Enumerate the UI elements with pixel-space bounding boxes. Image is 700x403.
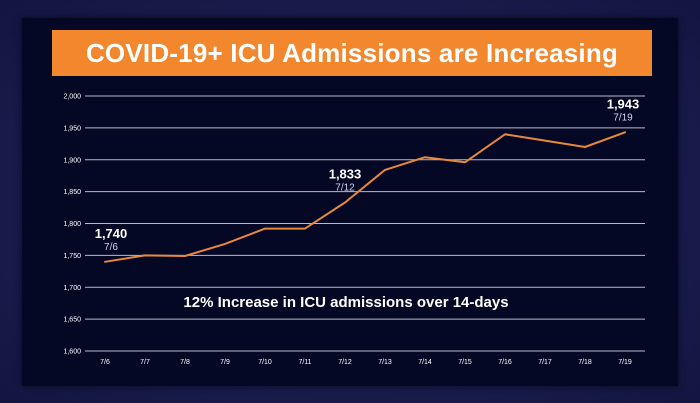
y-tick-label: 2,000: [63, 94, 81, 101]
y-tick-label: 1,700: [63, 285, 81, 292]
data-label-value: 1,740: [95, 226, 128, 241]
data-label-value: 1,833: [329, 166, 362, 181]
y-tick-label: 1,900: [63, 157, 81, 164]
x-tick-label: 7/11: [298, 359, 311, 366]
x-tick-label: 7/10: [258, 359, 272, 366]
series-line-layer: [104, 131, 626, 263]
data-label-value: 1,943: [607, 96, 640, 111]
x-tick-label: 7/18: [578, 359, 592, 366]
chart-title: COVID-19+ ICU Admissions are Increasing: [85, 37, 619, 68]
y-tick-label: 1,850: [63, 189, 81, 196]
x-tick-label: 7/7: [140, 359, 150, 366]
x-tick-label: 7/14: [418, 359, 432, 366]
title-banner: COVID-19+ ICU Admissions are Increasing: [52, 30, 652, 76]
x-tick-label: 7/9: [220, 359, 230, 366]
gridlines: [85, 95, 645, 352]
y-tick-label: 1,650: [63, 317, 81, 324]
y-tick-label: 1,950: [63, 125, 81, 132]
y-tick-label: 1,800: [63, 221, 81, 228]
x-axis-ticks: 7/6 7/7 7/8 7/9 7/10 7/11 7/12 7/13 7/14 7/15 7/16…: [100, 359, 632, 366]
y-tick-label: 1,600: [63, 349, 81, 356]
x-tick-label: 7/12: [338, 359, 352, 366]
chart-caption: 12% Increase in ICU admissions over 14-d…: [183, 294, 508, 311]
series-line: [104, 131, 626, 263]
x-tick-label: 7/6: [100, 359, 110, 366]
data-label-date: 7/19: [613, 112, 633, 123]
x-tick-label: 7/13: [378, 359, 392, 366]
x-tick-label: 7/16: [498, 359, 512, 366]
data-label-date: 7/6: [104, 242, 118, 253]
x-tick-label: 7/8: [180, 359, 190, 366]
chart-panel: [22, 18, 678, 386]
x-tick-label: 7/19: [618, 359, 632, 366]
x-tick-label: 7/15: [458, 359, 472, 366]
data-label-date: 7/12: [335, 182, 355, 193]
x-tick-label: 7/17: [538, 359, 552, 366]
y-axis-ticks: 1,600 1,650 1,700 1,750 1,800 1,850 1,900 1,950…: [63, 94, 81, 356]
y-tick-label: 1,750: [63, 253, 81, 260]
